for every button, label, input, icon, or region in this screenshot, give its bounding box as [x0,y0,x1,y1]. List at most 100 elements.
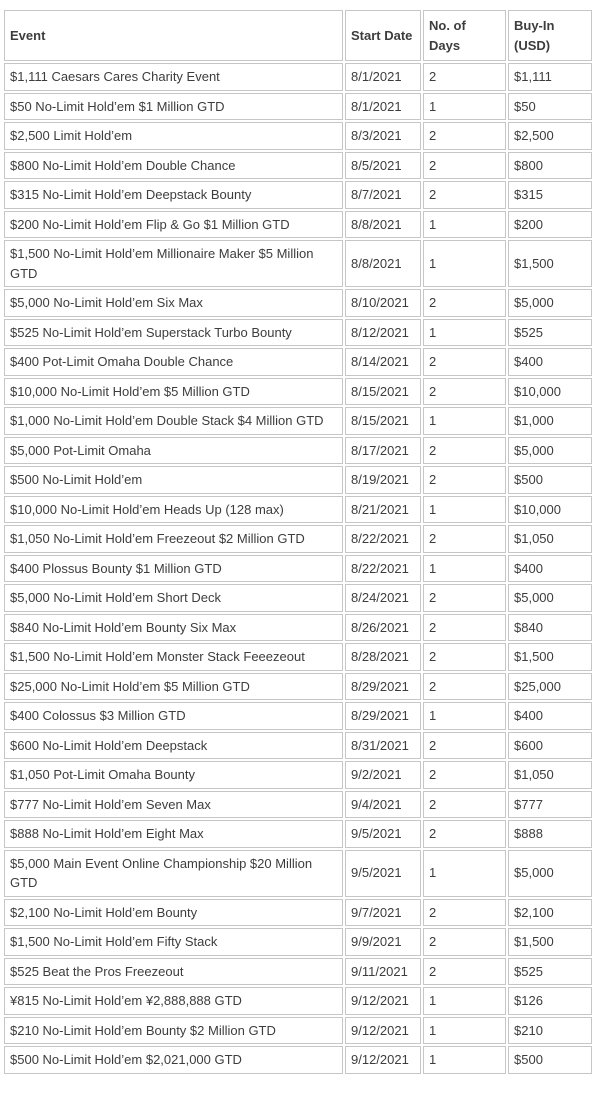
cell-buy_in: $840 [508,613,592,641]
cell-days: 2 [423,672,506,700]
cell-days: 2 [423,348,506,376]
header-row: Event Start Date No. of Days Buy-In (USD… [4,10,592,61]
cell-days: 2 [423,928,506,956]
cell-start_date: 9/12/2021 [345,1046,421,1074]
cell-buy_in: $2,500 [508,122,592,150]
cell-buy_in: $400 [508,348,592,376]
cell-days: 2 [423,584,506,612]
cell-buy_in: $600 [508,731,592,759]
poker-events-table: Event Start Date No. of Days Buy-In (USD… [2,8,594,1076]
cell-start_date: 8/22/2021 [345,554,421,582]
cell-buy_in: $5,000 [508,584,592,612]
table-row: $1,050 No-Limit Hold’em Freezeout $2 Mil… [4,525,592,553]
column-header-buy-in: Buy-In (USD) [508,10,592,61]
cell-event: $525 No-Limit Hold’em Superstack Turbo B… [4,318,343,346]
cell-event: $600 No-Limit Hold’em Deepstack [4,731,343,759]
cell-buy_in: $10,000 [508,377,592,405]
cell-days: 2 [423,790,506,818]
cell-buy_in: $1,500 [508,643,592,671]
cell-buy_in: $200 [508,210,592,238]
cell-days: 2 [423,820,506,848]
cell-event: $777 No-Limit Hold’em Seven Max [4,790,343,818]
cell-event: ¥815 No-Limit Hold’em ¥2,888,888 GTD [4,987,343,1015]
cell-buy_in: $1,050 [508,761,592,789]
cell-days: 1 [423,240,506,287]
table-row: $1,500 No-Limit Hold’em Fifty Stack 9/9/2… [4,928,592,956]
cell-days: 2 [423,436,506,464]
cell-event: $840 No-Limit Hold’em Bounty Six Max [4,613,343,641]
cell-buy_in: $525 [508,318,592,346]
table-row: $5,000 Pot-Limit Omaha 8/17/2021 2 $5,000 [4,436,592,464]
cell-days: 2 [423,613,506,641]
cell-start_date: 8/7/2021 [345,181,421,209]
cell-start_date: 8/15/2021 [345,377,421,405]
cell-event: $800 No-Limit Hold’em Double Chance [4,151,343,179]
cell-days: 1 [423,849,506,897]
cell-start_date: 9/12/2021 [345,987,421,1015]
cell-event: $10,000 No-Limit Hold’em $5 Million GTD [4,377,343,405]
cell-event: $210 No-Limit Hold’em Bounty $2 Million … [4,1016,343,1044]
table-row: $25,000 No-Limit Hold’em $5 Million GTD 8… [4,672,592,700]
cell-buy_in: $5,000 [508,289,592,317]
cell-days: 2 [423,643,506,671]
cell-days: 1 [423,407,506,435]
cell-start_date: 8/29/2021 [345,672,421,700]
cell-buy_in: $777 [508,790,592,818]
cell-start_date: 9/11/2021 [345,957,421,985]
cell-buy_in: $400 [508,702,592,730]
column-header-start-date: Start Date [345,10,421,61]
cell-buy_in: $888 [508,820,592,848]
cell-days: 1 [423,1016,506,1044]
cell-start_date: 9/2/2021 [345,761,421,789]
cell-start_date: 9/5/2021 [345,820,421,848]
cell-start_date: 8/26/2021 [345,613,421,641]
cell-buy_in: $50 [508,92,592,120]
table-row: $600 No-Limit Hold’em Deepstack 8/31/2021… [4,731,592,759]
cell-buy_in: $1,500 [508,928,592,956]
cell-start_date: 9/12/2021 [345,1016,421,1044]
cell-buy_in: $10,000 [508,495,592,523]
cell-buy_in: $400 [508,554,592,582]
cell-days: 2 [423,289,506,317]
cell-buy_in: $1,111 [508,63,592,91]
cell-buy_in: $126 [508,987,592,1015]
cell-start_date: 8/8/2021 [345,210,421,238]
cell-event: $10,000 No-Limit Hold’em Heads Up (128 m… [4,495,343,523]
cell-event: $5,000 No-Limit Hold’em Short Deck [4,584,343,612]
cell-days: 1 [423,210,506,238]
cell-event: $400 Pot-Limit Omaha Double Chance [4,348,343,376]
cell-start_date: 8/14/2021 [345,348,421,376]
cell-buy_in: $525 [508,957,592,985]
cell-event: $1,050 Pot-Limit Omaha Bounty [4,761,343,789]
cell-buy_in: $5,000 [508,849,592,897]
cell-event: $400 Plossus Bounty $1 Million GTD [4,554,343,582]
table-row: $50 No-Limit Hold’em $1 Million GTD 8/1/2… [4,92,592,120]
cell-buy_in: $2,100 [508,898,592,926]
cell-event: $5,000 No-Limit Hold’em Six Max [4,289,343,317]
cell-start_date: 8/24/2021 [345,584,421,612]
cell-event: $2,100 No-Limit Hold’em Bounty [4,898,343,926]
table-row: $210 No-Limit Hold’em Bounty $2 Million … [4,1016,592,1044]
cell-start_date: 9/4/2021 [345,790,421,818]
cell-event: $525 Beat the Pros Freezeout [4,957,343,985]
cell-start_date: 8/5/2021 [345,151,421,179]
cell-start_date: 8/1/2021 [345,63,421,91]
table-row: $840 No-Limit Hold’em Bounty Six Max 8/26… [4,613,592,641]
table-header: Event Start Date No. of Days Buy-In (USD… [4,10,592,61]
cell-days: 2 [423,731,506,759]
cell-start_date: 8/21/2021 [345,495,421,523]
cell-event: $1,500 No-Limit Hold’em Monster Stack Fe… [4,643,343,671]
cell-buy_in: $5,000 [508,436,592,464]
cell-buy_in: $800 [508,151,592,179]
table-row: $10,000 No-Limit Hold’em Heads Up (128 m… [4,495,592,523]
cell-event: $888 No-Limit Hold’em Eight Max [4,820,343,848]
cell-start_date: 8/15/2021 [345,407,421,435]
table-row: $315 No-Limit Hold’em Deepstack Bounty 8/… [4,181,592,209]
cell-days: 1 [423,318,506,346]
table-row: $1,000 No-Limit Hold’em Double Stack $4 … [4,407,592,435]
cell-buy_in: $315 [508,181,592,209]
cell-buy_in: $25,000 [508,672,592,700]
table-row: $400 Plossus Bounty $1 Million GTD 8/22/2… [4,554,592,582]
table-row: $500 No-Limit Hold’em $2,021,000 GTD 9/12… [4,1046,592,1074]
